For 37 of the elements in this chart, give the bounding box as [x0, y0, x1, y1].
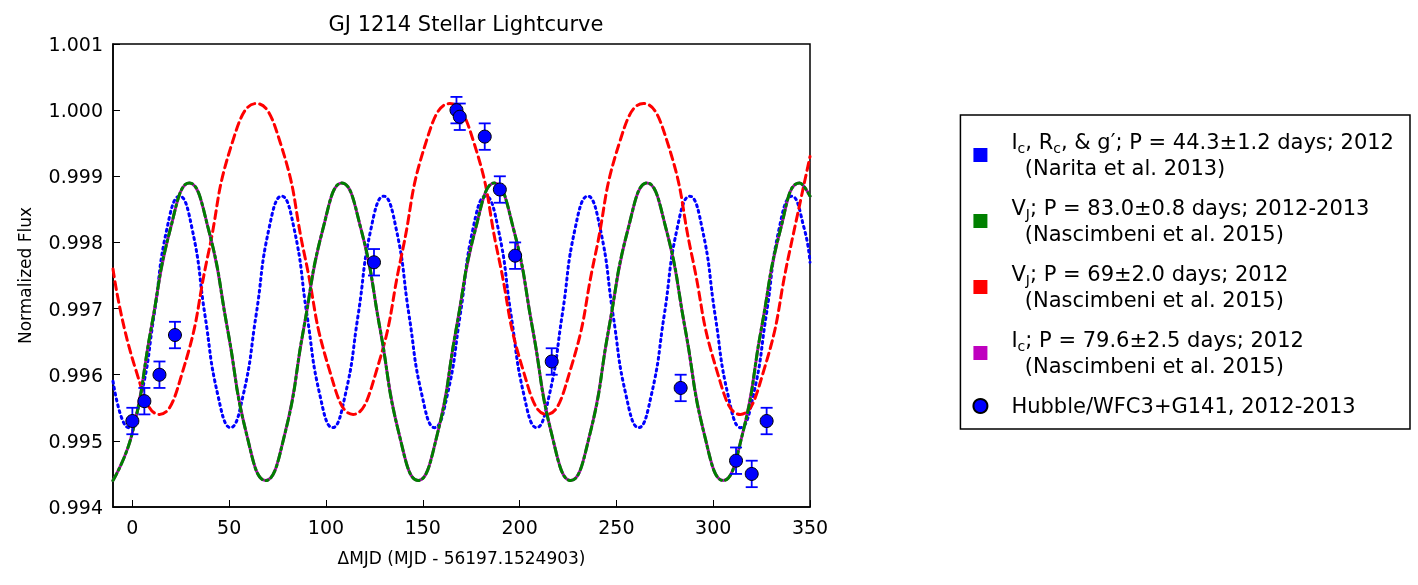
point [544, 354, 559, 369]
x-axis-title: ΔMJD (MJD - 56197.1524903) [337, 547, 586, 568]
x-tick-label: 300 [695, 515, 732, 538]
y-axis-title: Normalized Flux [14, 206, 35, 345]
point [744, 466, 759, 481]
y-tick-label: 1.000 [48, 99, 103, 122]
line-series [111, 102, 812, 416]
point [673, 380, 688, 395]
x-tick-label: 200 [501, 515, 538, 538]
y-tick-label: 0.997 [48, 297, 103, 320]
point [125, 414, 140, 429]
point [492, 182, 507, 197]
point [729, 453, 744, 468]
x-tick-label: 350 [791, 515, 829, 538]
y-tick-label: 0.998 [48, 231, 103, 254]
y-tick-label: 0.994 [48, 496, 103, 518]
x-tick-label: 150 [404, 515, 441, 538]
x-tick-label: 50 [217, 515, 242, 538]
y-tick-label: 0.999 [48, 165, 103, 188]
point [137, 394, 152, 409]
point [477, 129, 492, 144]
point [167, 328, 182, 343]
y-tick-label: 1.001 [48, 33, 103, 55]
point [452, 109, 467, 124]
y-tick-label: 0.996 [48, 363, 103, 386]
legend-label: Hubble/WFC3+G141, 2012-2013 [1011, 394, 1356, 418]
line-series [111, 194, 812, 430]
chart-title: GJ 1214 Stellar Lightcurve [328, 11, 604, 36]
point [152, 367, 167, 382]
y-tick-label: 0.995 [48, 429, 103, 452]
line-series [111, 181, 812, 483]
point [367, 255, 381, 270]
x-tick-label: 250 [598, 515, 635, 538]
x-tick-label: 100 [307, 515, 345, 538]
x-tick-label: 0 [126, 515, 139, 538]
point [508, 248, 523, 263]
point [759, 414, 774, 429]
